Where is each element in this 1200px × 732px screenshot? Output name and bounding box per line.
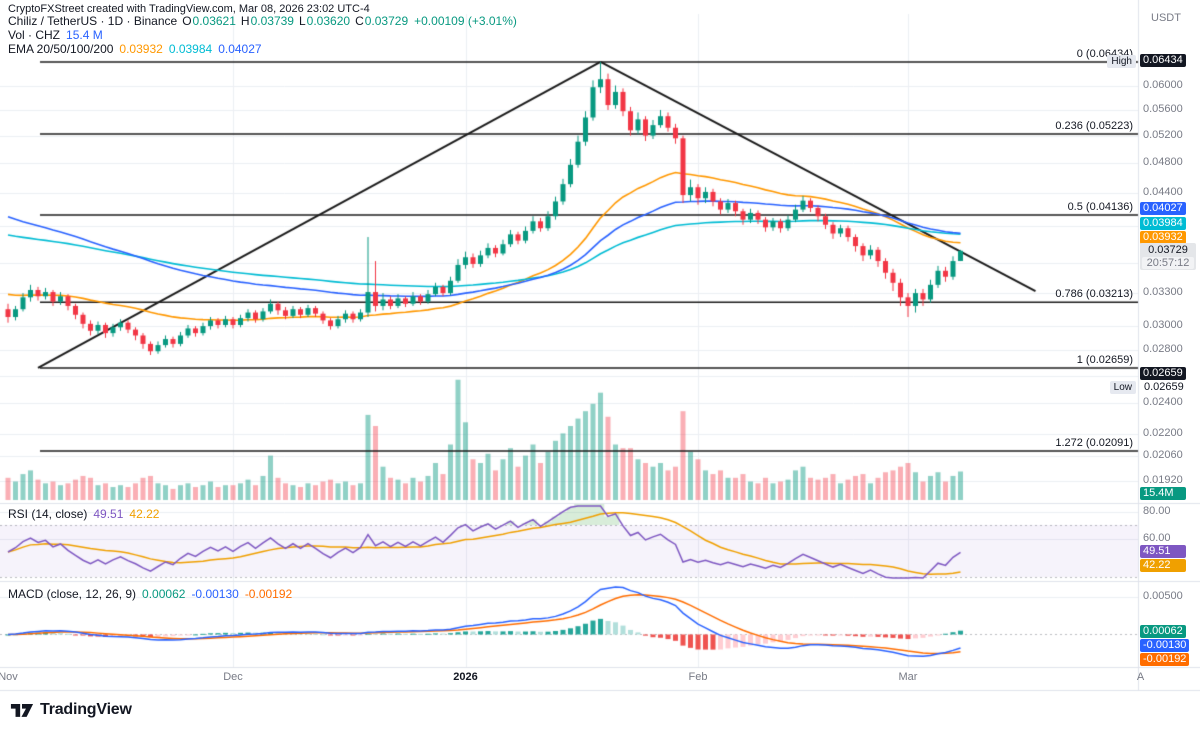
macd-value: 0.00062 [142, 587, 186, 601]
time-tick-label: Feb [688, 671, 708, 683]
price-tick-label: 0.02200 [1143, 427, 1183, 439]
price-axis[interactable]: USDT 0.06000 0.05600 0.05200 0.04800 0.04400… [1139, 0, 1200, 732]
price-tick-label: 0.02800 [1143, 343, 1183, 355]
price-tick-label: 0.05200 [1143, 129, 1183, 141]
ema-price-badge: 0.04027 [1140, 202, 1186, 215]
symbol-row: Chiliz / TetherUS · 1D · Binance O0.03621… [8, 15, 517, 28]
ema-price-badge: 0.03932 [1140, 231, 1186, 244]
time-tick-label: A [1136, 671, 1145, 683]
rsi-legend: RSI (14, close) 49.51 42.22 [8, 507, 159, 521]
price-tick-label: 0.06000 [1143, 79, 1183, 91]
ema-values: 0.03932 0.03984 0.04027 [113, 42, 261, 56]
macd-values: 0.00062 -0.00130 -0.00192 [136, 587, 292, 601]
ema-price-badge: 0.03984 [1140, 217, 1186, 230]
fib-level-label[interactable]: 0.5 (0.04136) [1067, 201, 1133, 213]
time-tick-label: 2026 [453, 671, 478, 683]
rsi-tick-label: 60.00 [1143, 532, 1171, 544]
attribution-text: CryptoFXStreet created with TradingView.… [8, 3, 370, 15]
ohlc-values: O0.03621 H0.03739 L0.03620 C0.03729 [177, 14, 408, 28]
brand-name[interactable]: TradingView [40, 700, 132, 718]
macd-legend: MACD (close, 12, 26, 9) 0.00062 -0.00130 -0… [8, 587, 292, 601]
ohlc-value: 0.03739 [250, 14, 294, 28]
macd-badge: 0.00062 [1140, 625, 1186, 638]
high-marker-chip: High [1107, 55, 1136, 68]
macd-badge: -0.00130 [1140, 639, 1190, 652]
price-tick-label: 0.04800 [1143, 156, 1183, 168]
rsi-value: 42.22 [129, 507, 160, 521]
ema-value: 0.03984 [168, 42, 213, 56]
rsi-indicator-label[interactable]: RSI (14, close) [8, 507, 88, 521]
ohlc-key: C [355, 14, 364, 28]
fib-level-label[interactable]: 0.236 (0.05223) [1055, 120, 1133, 132]
countdown-timer: 20:57:12 [1142, 257, 1194, 269]
ema-row: EMA 20/50/100/200 0.03932 0.03984 0.04027 [8, 43, 517, 56]
ema-indicator-label[interactable]: EMA 20/50/100/200 [8, 42, 114, 56]
tradingview-logo-icon [10, 703, 34, 717]
volume-value: 15.4 M [66, 28, 103, 42]
ema-value: 0.03932 [119, 42, 163, 56]
price-tick-label: 0.05600 [1143, 103, 1183, 115]
ohlc-key: L [298, 14, 306, 28]
last-price-value: 0.03729 [1148, 244, 1188, 256]
price-tick-label: 0.04400 [1143, 186, 1183, 198]
fib-low-price-badge: 0.02659 [1140, 367, 1186, 380]
fib-level-label[interactable]: 1.272 (0.02091) [1055, 437, 1133, 449]
time-tick-label: Nov [0, 671, 18, 683]
rsi-badge: 49.51 [1140, 545, 1186, 558]
volume-indicator-label[interactable]: Vol · CHZ [8, 28, 61, 42]
time-axis[interactable]: Nov Dec 2026 Feb Mar A [0, 671, 1200, 689]
last-price-badge: 0.03729 20:57:12 [1140, 243, 1196, 270]
time-tick-label: Mar [898, 671, 918, 683]
macd-value: -0.00130 [191, 587, 239, 601]
legend: Chiliz / TetherUS · 1D · Binance O0.03621… [8, 15, 517, 57]
ohlc-key: H [240, 14, 250, 28]
low-price-label: 0.02659 [1144, 381, 1184, 393]
high-price-badge: 0.06434 [1140, 54, 1186, 67]
price-tick-label: 0.02060 [1143, 449, 1183, 461]
ohlc-key: O [182, 14, 192, 28]
symbol-title[interactable]: Chiliz / TetherUS · 1D · Binance [8, 14, 178, 28]
macd-value: -0.00192 [244, 587, 293, 601]
low-marker-chip: Low [1109, 381, 1136, 394]
macd-tick-label: 0.00500 [1143, 590, 1183, 602]
macd-badge: -0.00192 [1140, 653, 1190, 666]
price-tick-label: 0.03000 [1143, 319, 1183, 331]
rsi-values: 49.51 42.22 [87, 507, 159, 521]
rsi-tick-label: 80.00 [1143, 505, 1171, 517]
ohlc-value: 0.03729 [364, 14, 409, 28]
rsi-badge: 42.22 [1140, 559, 1186, 572]
fib-level-label[interactable]: 1 (0.02659) [1076, 354, 1133, 366]
rsi-value: 49.51 [93, 507, 124, 521]
ema-value: 0.04027 [218, 42, 262, 56]
price-tick-label: 0.02400 [1143, 396, 1183, 408]
change-value: +0.00109 (+3.01%) [414, 14, 517, 28]
ohlc-value: 0.03620 [306, 14, 351, 28]
macd-indicator-label[interactable]: MACD (close, 12, 26, 9) [8, 587, 137, 601]
ohlc-value: 0.03621 [192, 14, 236, 28]
price-tick-label: 0.03300 [1143, 286, 1183, 298]
volume-badge: 15.4M [1140, 487, 1186, 500]
currency-label: USDT [1151, 12, 1181, 24]
price-tick-label: 0.01920 [1143, 474, 1183, 486]
footer: TradingView [10, 699, 132, 720]
fib-level-label[interactable]: 0.786 (0.03213) [1055, 288, 1133, 300]
time-tick-label: Dec [223, 671, 243, 683]
volume-row: Vol · CHZ 15.4 M [8, 29, 517, 42]
